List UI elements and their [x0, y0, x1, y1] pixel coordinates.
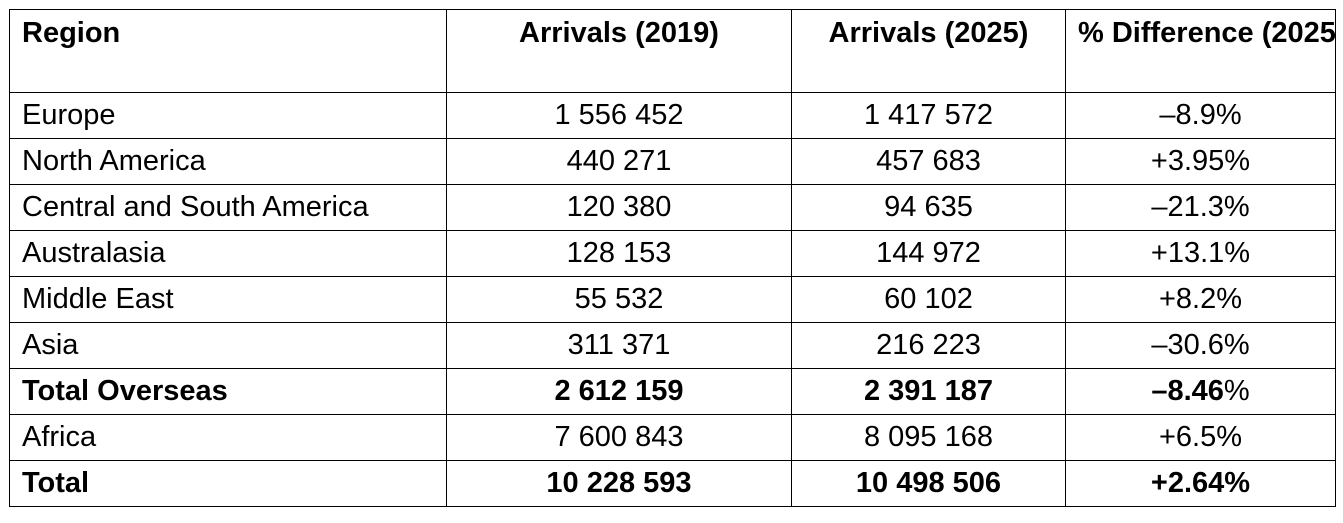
- table-row-asia: Asia 311 371 216 223 –30.6%: [9, 322, 1336, 369]
- region-cell: Australasia: [9, 230, 447, 277]
- header-region: Region: [9, 9, 447, 93]
- arrivals-2025-cell: 2 391 187: [791, 368, 1066, 415]
- arrivals-2019-cell: 128 153: [446, 230, 792, 277]
- arrivals-2025-cell: 10 498 506: [791, 460, 1066, 507]
- table-row-total-overseas: Total Overseas 2 612 159 2 391 187 –8.46…: [9, 368, 1336, 415]
- pct-difference-cell: +6.5%: [1065, 414, 1336, 461]
- region-cell: Total: [9, 460, 447, 507]
- region-cell: Central and South America: [9, 184, 447, 231]
- arrivals-2025-cell: 457 683: [791, 138, 1066, 185]
- arrivals-2019-cell: 55 532: [446, 276, 792, 323]
- arrivals-2019-cell: 1 556 452: [446, 92, 792, 139]
- pct-difference-cell: +3.95%: [1065, 138, 1336, 185]
- region-cell: Asia: [9, 322, 447, 369]
- arrivals-2019-cell: 10 228 593: [446, 460, 792, 507]
- table-row-total: Total 10 228 593 10 498 506 +2.64%: [9, 460, 1336, 507]
- arrivals-2019-cell: 120 380: [446, 184, 792, 231]
- table-row-africa: Africa 7 600 843 8 095 168 +6.5%: [9, 414, 1336, 461]
- region-cell: Europe: [9, 92, 447, 139]
- arrivals-2025-cell: 60 102: [791, 276, 1066, 323]
- pct-difference-cell: –30.6%: [1065, 322, 1336, 369]
- header-arrivals-2019: Arrivals (2019): [446, 9, 792, 93]
- pct-difference-cell: –8.46%: [1065, 368, 1336, 415]
- header-pct-difference: % Difference (2025 vs 2019): [1065, 9, 1336, 93]
- arrivals-2019-cell: 2 612 159: [446, 368, 792, 415]
- arrivals-2019-cell: 440 271: [446, 138, 792, 185]
- arrivals-table: Region Arrivals (2019) Arrivals (2025) %…: [9, 9, 1336, 507]
- table-row-north-america: North America 440 271 457 683 +3.95%: [9, 138, 1336, 185]
- pct-difference-value: –8.46: [1151, 375, 1224, 407]
- header-arrivals-2025: Arrivals (2025): [791, 9, 1066, 93]
- pct-difference-cell: +8.2%: [1065, 276, 1336, 323]
- pct-sign: %: [1223, 375, 1250, 407]
- region-cell: Middle East: [9, 276, 447, 323]
- arrivals-2025-cell: 1 417 572: [791, 92, 1066, 139]
- arrivals-2025-cell: 216 223: [791, 322, 1066, 369]
- region-cell: Africa: [9, 414, 447, 461]
- pct-difference-cell: –21.3%: [1065, 184, 1336, 231]
- pct-difference-cell: +13.1%: [1065, 230, 1336, 277]
- region-cell: North America: [9, 138, 447, 185]
- table-row-central-south-america: Central and South America 120 380 94 635…: [9, 184, 1336, 231]
- table-row-australasia: Australasia 128 153 144 972 +13.1%: [9, 230, 1336, 277]
- arrivals-2025-cell: 8 095 168: [791, 414, 1066, 461]
- pct-difference-cell: +2.64%: [1065, 460, 1336, 507]
- table-row-europe: Europe 1 556 452 1 417 572 –8.9%: [9, 92, 1336, 139]
- table-row-middle-east: Middle East 55 532 60 102 +8.2%: [9, 276, 1336, 323]
- arrivals-2025-cell: 144 972: [791, 230, 1066, 277]
- region-cell: Total Overseas: [9, 368, 447, 415]
- pct-difference-cell: –8.9%: [1065, 92, 1336, 139]
- arrivals-2019-cell: 311 371: [446, 322, 792, 369]
- arrivals-2019-cell: 7 600 843: [446, 414, 792, 461]
- arrivals-2025-cell: 94 635: [791, 184, 1066, 231]
- header-row: Region Arrivals (2019) Arrivals (2025) %…: [9, 9, 1336, 93]
